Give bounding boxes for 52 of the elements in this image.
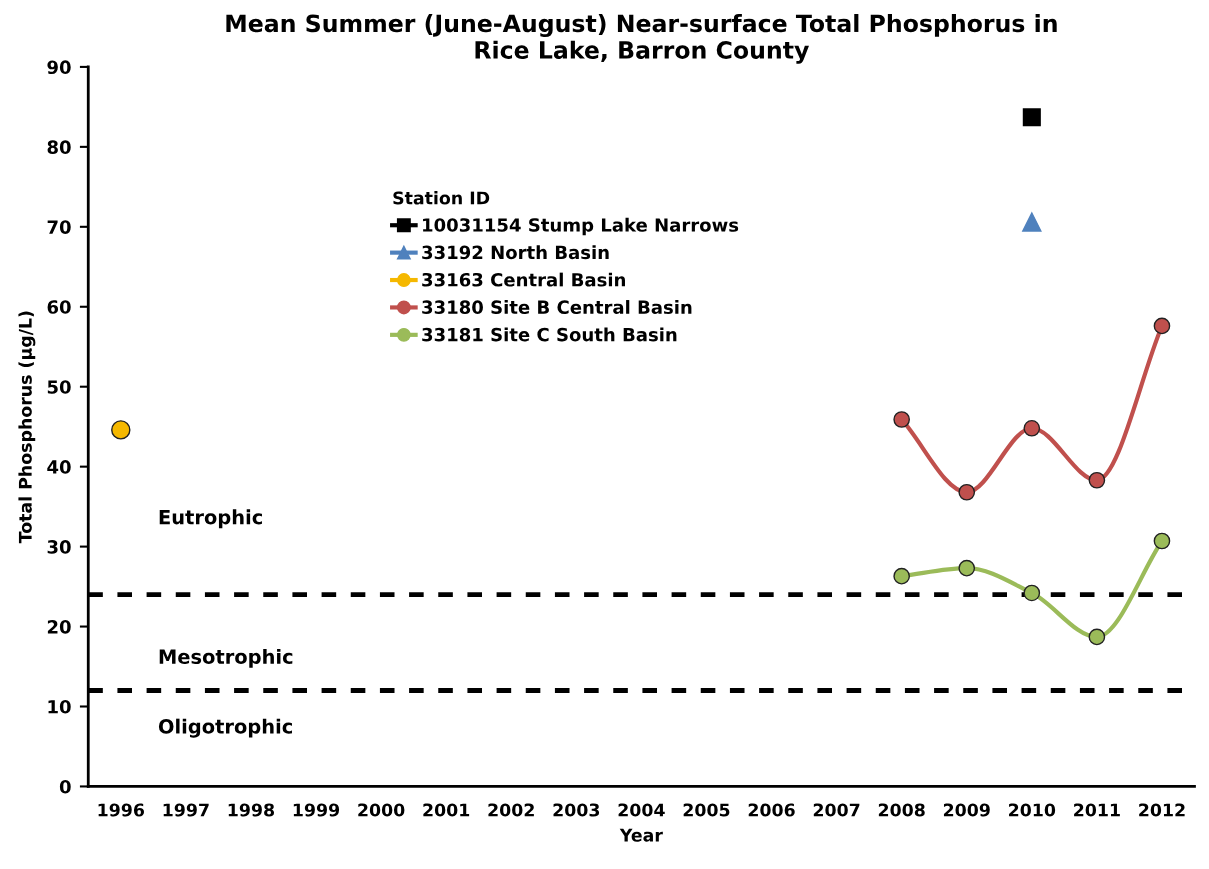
x-tick-label: 2000 [358, 803, 405, 817]
y-tick-label: 30 [47, 540, 71, 554]
point [958, 483, 976, 501]
x-tick-label: 1996 [98, 803, 145, 817]
x-tick-label: 2011 [1074, 803, 1120, 817]
x-tick-label: 2007 [813, 803, 860, 817]
y-tick-label: 10 [48, 699, 71, 714]
x-axis-title: Year [619, 828, 663, 842]
point [893, 567, 910, 585]
y-axis-title: Total Phosphorus (µg/L) [18, 311, 36, 544]
legend-label: 33192 North Basin [422, 245, 609, 260]
point [111, 420, 131, 440]
point [1153, 532, 1171, 550]
y-tick-label: 70 [47, 220, 71, 234]
point [1023, 584, 1041, 602]
legend-label: 33163 Central Basin [422, 272, 625, 287]
y-tick-label: 90 [47, 60, 71, 75]
point [1153, 317, 1171, 335]
point [1088, 471, 1106, 489]
point [1022, 212, 1042, 232]
x-tick-label: 2012 [1139, 803, 1185, 817]
x-tick-label: 2003 [553, 803, 600, 817]
point [1023, 419, 1041, 437]
x-tick-label: 2010 [1009, 803, 1056, 817]
legend-label: 33180 Site B Central Basin [422, 300, 692, 315]
y-tick-label: 50 [47, 380, 71, 394]
x-tick-label: 2004 [618, 803, 665, 817]
x-tick-label: 2005 [683, 803, 730, 817]
annotation: Eutrophic [159, 509, 262, 529]
y-tick-label: 40 [47, 460, 71, 474]
legend-label: 33181 Site C South Basin [422, 327, 677, 342]
y-tick-label: 80 [47, 140, 71, 154]
x-tick-label: 1999 [293, 803, 340, 817]
x-tick-label: 2002 [488, 803, 534, 817]
x-tick-label: 2001 [423, 803, 470, 817]
point [1088, 628, 1106, 646]
annotation: Oligotrophic [158, 718, 292, 738]
chart-title: Mean Summer (June-August) Near-surface Total Phosphorus in Rice Lake, Barron County [226, 14, 1057, 64]
y-tick-label: 60 [47, 300, 71, 314]
point [1022, 108, 1041, 127]
legend-label: 10031154 Stump Lake Narrows [423, 217, 739, 236]
point [958, 559, 976, 577]
point [893, 411, 910, 428]
x-tick-label: 2009 [943, 803, 990, 817]
annotation: Mesotrophic [159, 648, 293, 668]
legend-title: Station ID [393, 191, 490, 205]
y-tick-label: 20 [47, 620, 71, 634]
x-tick-label: 2008 [878, 803, 925, 817]
x-tick-label: 1998 [228, 803, 275, 817]
x-tick-label: 2006 [748, 803, 795, 817]
y-tick-label: 0 [59, 779, 71, 794]
x-tick-label: 1997 [163, 803, 209, 817]
